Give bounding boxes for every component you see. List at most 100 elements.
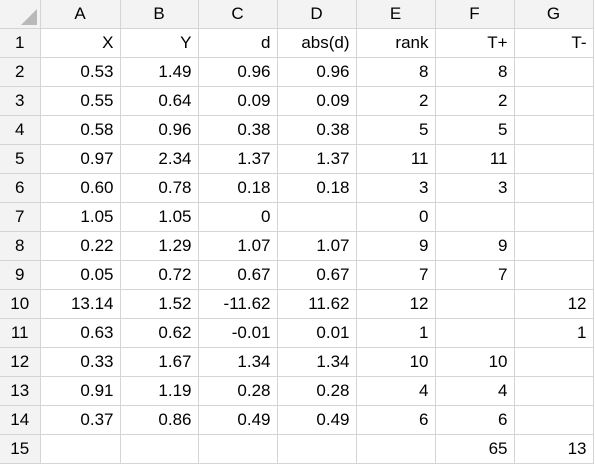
cell-c10[interactable]: -11.62 — [198, 289, 278, 319]
cell-c14[interactable]: 0.49 — [198, 405, 278, 435]
cell-c11[interactable]: -0.01 — [198, 318, 278, 348]
cell-d11[interactable]: 0.01 — [277, 318, 357, 348]
cell-g12[interactable] — [514, 347, 594, 377]
row-header[interactable]: 15 — [0, 434, 41, 464]
cell-g3[interactable] — [514, 86, 594, 116]
cell-g8[interactable] — [514, 231, 594, 261]
cell-c7[interactable]: 0 — [198, 202, 278, 232]
cell-g1[interactable]: T- — [514, 28, 594, 58]
cell-d5[interactable]: 1.37 — [277, 144, 357, 174]
cell-a7[interactable]: 1.05 — [40, 202, 121, 232]
cell-f11[interactable] — [435, 318, 515, 348]
column-header[interactable]: E — [356, 0, 436, 29]
cell-c13[interactable]: 0.28 — [198, 376, 278, 406]
column-header[interactable]: G — [514, 0, 594, 29]
cell-e6[interactable]: 3 — [356, 173, 436, 203]
cell-b2[interactable]: 1.49 — [120, 57, 199, 87]
cell-f1[interactable]: T+ — [435, 28, 515, 58]
cell-e1[interactable]: rank — [356, 28, 436, 58]
cell-f4[interactable]: 5 — [435, 115, 515, 145]
cell-e15[interactable] — [356, 434, 436, 464]
cell-g15[interactable]: 13 — [514, 434, 594, 464]
cell-e14[interactable]: 6 — [356, 405, 436, 435]
cell-f7[interactable] — [435, 202, 515, 232]
row-header[interactable]: 13 — [0, 376, 41, 406]
row-header[interactable]: 9 — [0, 260, 41, 290]
cell-e4[interactable]: 5 — [356, 115, 436, 145]
cell-c9[interactable]: 0.67 — [198, 260, 278, 290]
cell-e10[interactable]: 12 — [356, 289, 436, 319]
cell-e5[interactable]: 11 — [356, 144, 436, 174]
cell-a13[interactable]: 0.91 — [40, 376, 121, 406]
cell-b13[interactable]: 1.19 — [120, 376, 199, 406]
cell-d6[interactable]: 0.18 — [277, 173, 357, 203]
cell-f6[interactable]: 3 — [435, 173, 515, 203]
cell-b9[interactable]: 0.72 — [120, 260, 199, 290]
cell-f13[interactable]: 4 — [435, 376, 515, 406]
cell-g11[interactable]: 1 — [514, 318, 594, 348]
cell-c12[interactable]: 1.34 — [198, 347, 278, 377]
cell-e8[interactable]: 9 — [356, 231, 436, 261]
cell-d10[interactable]: 11.62 — [277, 289, 357, 319]
cell-b3[interactable]: 0.64 — [120, 86, 199, 116]
cell-a12[interactable]: 0.33 — [40, 347, 121, 377]
cell-a1[interactable]: X — [40, 28, 121, 58]
cell-c1[interactable]: d — [198, 28, 278, 58]
cell-a8[interactable]: 0.22 — [40, 231, 121, 261]
cell-e2[interactable]: 8 — [356, 57, 436, 87]
cell-c15[interactable] — [198, 434, 278, 464]
cell-f3[interactable]: 2 — [435, 86, 515, 116]
cell-e7[interactable]: 0 — [356, 202, 436, 232]
row-header[interactable]: 14 — [0, 405, 41, 435]
cell-a11[interactable]: 0.63 — [40, 318, 121, 348]
cell-d4[interactable]: 0.38 — [277, 115, 357, 145]
cell-c6[interactable]: 0.18 — [198, 173, 278, 203]
cell-b7[interactable]: 1.05 — [120, 202, 199, 232]
cell-g10[interactable]: 12 — [514, 289, 594, 319]
cell-f9[interactable]: 7 — [435, 260, 515, 290]
cell-c3[interactable]: 0.09 — [198, 86, 278, 116]
cell-c4[interactable]: 0.38 — [198, 115, 278, 145]
cell-b10[interactable]: 1.52 — [120, 289, 199, 319]
cell-b11[interactable]: 0.62 — [120, 318, 199, 348]
cell-e11[interactable]: 1 — [356, 318, 436, 348]
cell-a15[interactable] — [40, 434, 121, 464]
cell-g7[interactable] — [514, 202, 594, 232]
row-header[interactable]: 6 — [0, 173, 41, 203]
cell-a14[interactable]: 0.37 — [40, 405, 121, 435]
cell-f15[interactable]: 65 — [435, 434, 515, 464]
cell-d12[interactable]: 1.34 — [277, 347, 357, 377]
cell-c5[interactable]: 1.37 — [198, 144, 278, 174]
row-header[interactable]: 7 — [0, 202, 41, 232]
cell-a10[interactable]: 13.14 — [40, 289, 121, 319]
row-header[interactable]: 10 — [0, 289, 41, 319]
row-header[interactable]: 11 — [0, 318, 41, 348]
cell-a2[interactable]: 0.53 — [40, 57, 121, 87]
column-header[interactable]: B — [120, 0, 199, 29]
cell-d9[interactable]: 0.67 — [277, 260, 357, 290]
cell-f10[interactable] — [435, 289, 515, 319]
cell-b4[interactable]: 0.96 — [120, 115, 199, 145]
cell-f12[interactable]: 10 — [435, 347, 515, 377]
cell-c2[interactable]: 0.96 — [198, 57, 278, 87]
cell-f5[interactable]: 11 — [435, 144, 515, 174]
cell-d8[interactable]: 1.07 — [277, 231, 357, 261]
cell-a6[interactable]: 0.60 — [40, 173, 121, 203]
cell-b1[interactable]: Y — [120, 28, 199, 58]
cell-d2[interactable]: 0.96 — [277, 57, 357, 87]
row-header[interactable]: 12 — [0, 347, 41, 377]
cell-e9[interactable]: 7 — [356, 260, 436, 290]
cell-c8[interactable]: 1.07 — [198, 231, 278, 261]
cell-g13[interactable] — [514, 376, 594, 406]
row-header[interactable]: 2 — [0, 57, 41, 87]
cell-b6[interactable]: 0.78 — [120, 173, 199, 203]
cell-g14[interactable] — [514, 405, 594, 435]
cell-e12[interactable]: 10 — [356, 347, 436, 377]
row-header[interactable]: 1 — [0, 28, 41, 58]
cell-d7[interactable] — [277, 202, 357, 232]
cell-b14[interactable]: 0.86 — [120, 405, 199, 435]
cell-f8[interactable]: 9 — [435, 231, 515, 261]
cell-e13[interactable]: 4 — [356, 376, 436, 406]
cell-b15[interactable] — [120, 434, 199, 464]
cell-g9[interactable] — [514, 260, 594, 290]
